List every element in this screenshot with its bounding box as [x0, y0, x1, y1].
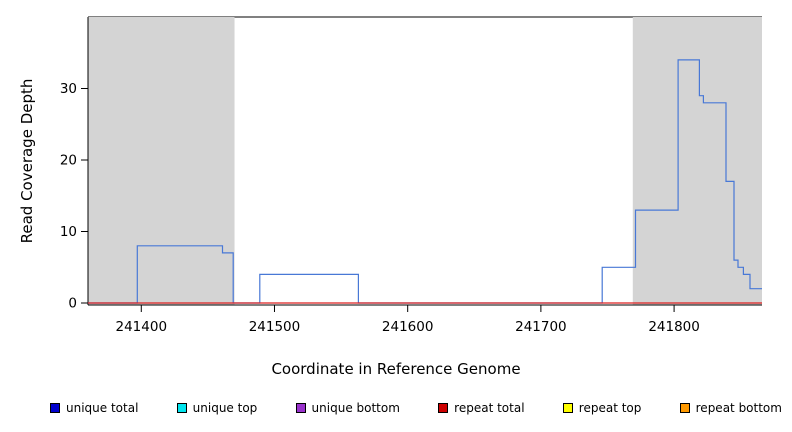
legend-swatch-repeat-total — [438, 403, 449, 413]
legend-swatch-unique-total — [50, 403, 60, 413]
y-tick-label: 30 — [60, 81, 77, 97]
legend-item-repeat-top: repeat top — [562, 401, 642, 415]
x-tick-label: 241500 — [249, 319, 301, 335]
x-tick-label: 241400 — [116, 319, 168, 335]
x-tick-label: 241700 — [515, 319, 567, 335]
y-tick-label: 10 — [60, 224, 77, 240]
series-unique-total-coverage — [88, 59, 762, 304]
legend-label: repeat top — [578, 401, 642, 415]
y-tick-label: 20 — [60, 153, 77, 169]
legend-label: repeat bottom — [695, 401, 782, 415]
legend-swatch-repeat-top — [562, 403, 573, 413]
legend-label: unique total — [66, 401, 139, 415]
legend-item-repeat-bottom: repeat bottom — [679, 401, 782, 415]
legend-label: repeat total — [454, 401, 525, 415]
legend-item-unique-top: unique top — [176, 401, 258, 415]
shaded-region — [88, 17, 235, 305]
coverage-plot: 241400 241500 241600 241700 241800 0 10 20 30 — [60, 16, 762, 335]
legend-item-unique-total: unique total — [50, 401, 138, 415]
legend-swatch-unique-top — [176, 403, 187, 413]
legend-label: unique bottom — [311, 401, 400, 415]
y-tick-label: 0 — [68, 296, 77, 312]
shaded-region — [632, 17, 762, 305]
legend: unique total unique top unique bottom repea… — [50, 401, 782, 415]
x-axis-title: Coordinate in Reference Genome — [271, 360, 521, 378]
legend-swatch-unique-bottom — [295, 403, 306, 413]
legend-label: unique top — [192, 401, 258, 415]
x-tick-label: 241600 — [382, 319, 434, 335]
y-axis-title: Read Coverage Depth — [18, 78, 36, 244]
legend-item-unique-bottom: unique bottom — [295, 401, 400, 415]
x-tick-label: 241800 — [648, 319, 700, 335]
legend-item-repeat-total: repeat total — [438, 401, 525, 415]
legend-swatch-repeat-bottom — [679, 403, 690, 413]
